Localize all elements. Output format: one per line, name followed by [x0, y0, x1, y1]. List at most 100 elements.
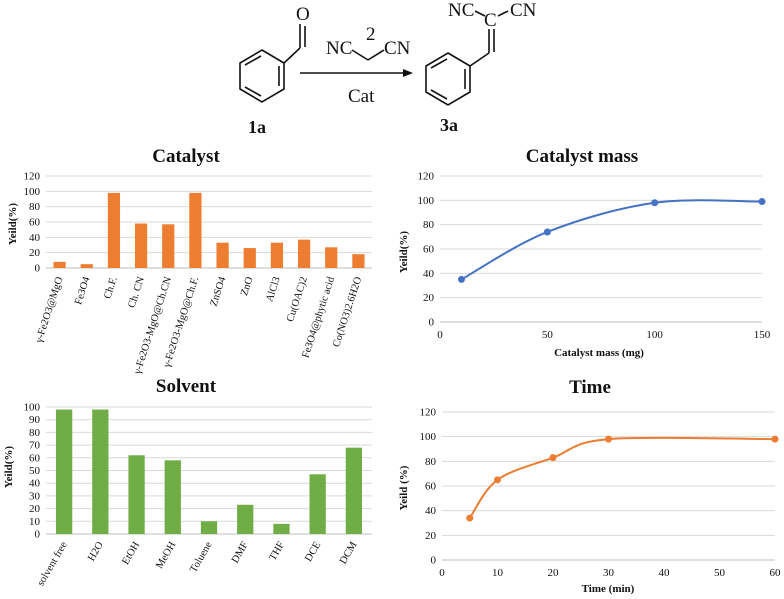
reaction-scheme: O 1a 2 NC CN Cat C NC CN — [239, 0, 537, 137]
y-tick-label: 50 — [29, 465, 41, 477]
y-tick-label: 0 — [35, 529, 41, 541]
x-category-label: DMF — [230, 540, 251, 565]
y-tick-label: 80 — [29, 201, 41, 213]
chart-title: Catalyst — [152, 146, 220, 167]
x-category-label: EtOH — [120, 540, 142, 567]
x-tick-label: 10 — [492, 567, 504, 579]
x-axis-label: Time (min) — [582, 583, 635, 595]
data-point — [758, 198, 766, 206]
nitrile-bond-right — [497, 10, 509, 17]
x-category-label: THF — [268, 540, 288, 563]
data-point — [651, 199, 659, 207]
bar — [345, 447, 363, 534]
bar — [325, 247, 338, 268]
x-category-label: Ch. CN — [127, 275, 148, 309]
data-point — [543, 228, 551, 236]
bar — [164, 460, 181, 534]
y-axis-label: Yeild(%) — [398, 231, 410, 274]
ring-double-bond — [244, 55, 262, 66]
x-tick-label: 0 — [437, 329, 443, 341]
bar — [200, 521, 218, 534]
bar — [134, 223, 148, 268]
y-tick-label: 60 — [425, 481, 437, 493]
reagent-cn: CN — [384, 38, 411, 59]
data-point — [494, 476, 501, 484]
bar — [128, 455, 145, 534]
data-point — [466, 514, 474, 522]
x-category-label: DCM — [338, 539, 360, 566]
x-tick-label: 50 — [542, 329, 554, 341]
reagent-bonds — [351, 49, 385, 61]
benzene-ring-1a — [239, 49, 285, 103]
bar — [352, 254, 365, 268]
x-tick-label: 40 — [659, 567, 671, 579]
chart-title: Time — [569, 377, 611, 398]
y-axis-label: Yeild(%) — [7, 203, 19, 246]
y-tick-label: 0 — [35, 263, 41, 275]
y-tick-label: 40 — [29, 478, 41, 490]
chart-title: Solvent — [156, 376, 217, 397]
ring-double-bond — [244, 86, 262, 97]
y-tick-label: 20 — [29, 503, 41, 515]
x-category-label: MeOH — [154, 540, 178, 571]
benzene-ring-3a — [425, 52, 471, 106]
y-tick-label: 30 — [29, 490, 41, 502]
chart-solvent: Solvent Yeild(%) 0102030405060708090100 … — [3, 376, 372, 588]
x-category-label: ZnSO4 — [209, 275, 229, 308]
bar — [92, 409, 109, 534]
x-tick-label: 150 — [754, 329, 771, 341]
bar — [189, 192, 202, 268]
y-tick-label: 80 — [425, 456, 437, 468]
reaction-arrow — [300, 69, 413, 77]
bar — [162, 224, 175, 268]
ring-double-bond — [430, 58, 448, 69]
ring-double-bond — [430, 89, 448, 100]
x-category-label: solvent free — [36, 540, 70, 588]
data-point — [771, 435, 779, 443]
chart-catalyst: Catalyst Yeild(%) 0 20 40 60 80 100 120 γ-Fe2O… — [7, 146, 372, 376]
bar — [237, 504, 254, 534]
y-tick-label: 60 — [29, 217, 41, 229]
aldehyde-bond — [283, 47, 301, 64]
y-tick-label: 40 — [423, 268, 435, 280]
x-category-label: Cu(OAC)2 — [285, 276, 310, 324]
x-category-label: Fe3O4 — [73, 275, 93, 306]
benzaldehyde-structure — [239, 24, 306, 103]
chart-time: Time Yeild (%) Time (min) 02040608010012… — [398, 377, 781, 595]
y-axis-label: Yeild (%) — [398, 465, 410, 510]
y-tick-label: 80 — [423, 219, 435, 231]
x-category-label: Co(NO3)2.6H2O — [331, 275, 364, 348]
x-tick-label: 50 — [714, 567, 726, 579]
reagent-nc: NC — [326, 38, 352, 59]
chart-title: Catalyst mass — [526, 146, 638, 167]
data-point — [457, 275, 465, 283]
reagent-number: 2 — [366, 24, 376, 45]
y-tick-label: 120 — [420, 407, 437, 419]
bar — [273, 523, 290, 534]
x-category-label: H2O — [86, 540, 106, 564]
bar — [297, 239, 311, 268]
y-tick-label: 0 — [431, 555, 437, 567]
product-structure — [425, 10, 509, 106]
bar — [55, 409, 73, 534]
bar — [270, 242, 284, 268]
y-tick-label: 20 — [423, 292, 435, 304]
series-line — [460, 199, 763, 281]
x-tick-label: 30 — [603, 567, 615, 579]
nitrile-bond-left — [474, 10, 486, 17]
y-tick-label: 60 — [423, 244, 435, 256]
x-category-label: DCE — [303, 540, 323, 564]
reactant-label: 1a — [248, 117, 266, 137]
y-tick-label: 100 — [24, 402, 41, 414]
data-point — [549, 454, 557, 462]
bar — [53, 261, 66, 268]
bar — [243, 248, 256, 268]
x-category-label: Toluene — [188, 540, 215, 575]
x-category-label: γ-Fe2O3@MgO — [33, 275, 65, 345]
bar — [107, 192, 121, 268]
product-nc: NC — [448, 0, 474, 21]
y-tick-label: 10 — [29, 516, 41, 528]
y-tick-label: 120 — [418, 171, 435, 183]
bar — [216, 242, 229, 268]
